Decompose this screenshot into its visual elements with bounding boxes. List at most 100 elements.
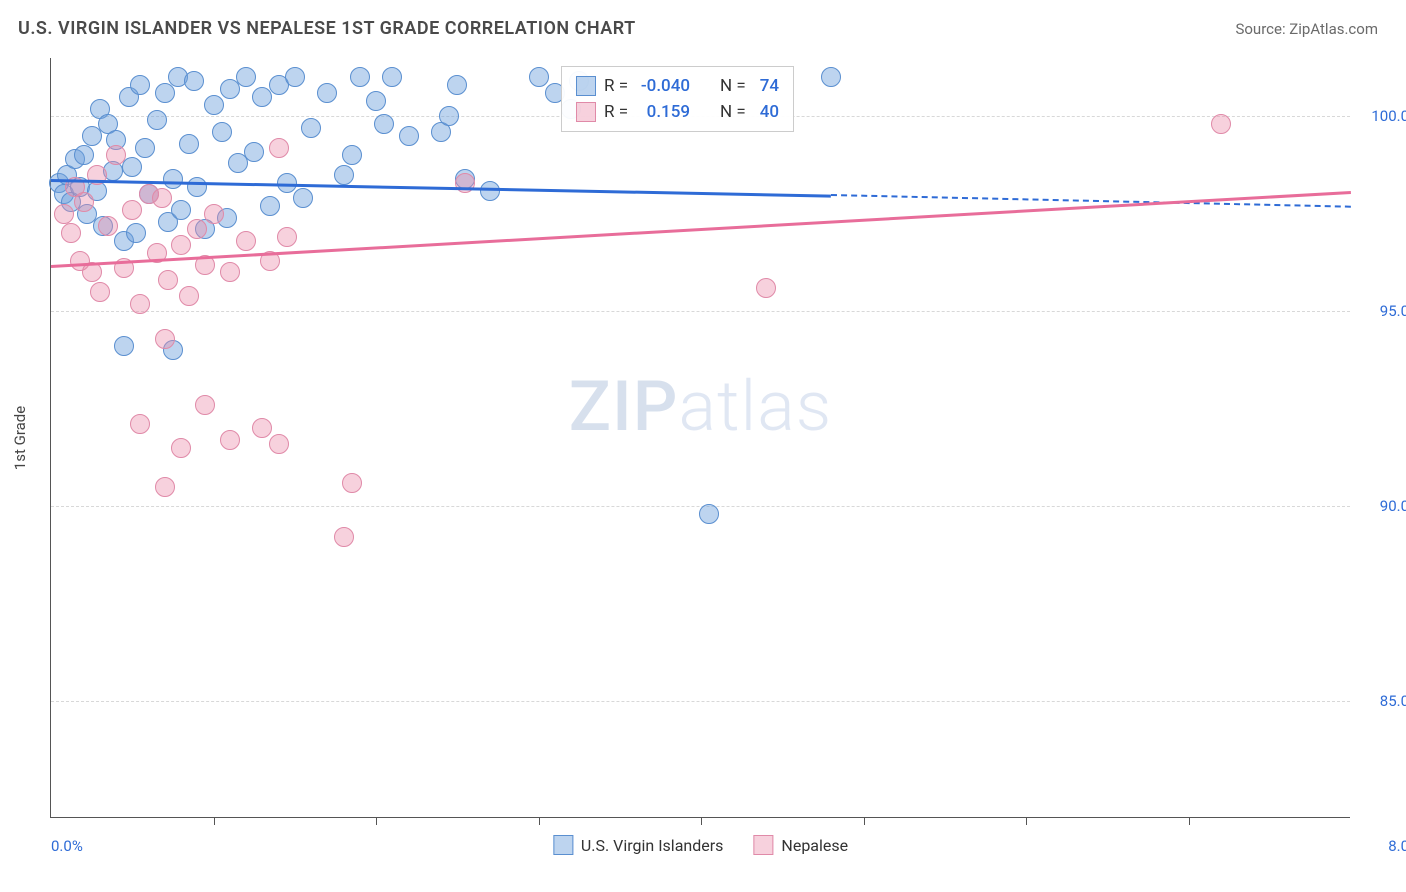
data-point: [285, 67, 305, 87]
data-point: [342, 145, 362, 165]
chart-header: U.S. VIRGIN ISLANDER VS NEPALESE 1ST GRA…: [0, 0, 1406, 49]
data-point: [130, 75, 150, 95]
data-point: [260, 196, 280, 216]
x-min-label: 0.0%: [51, 837, 83, 855]
x-tick: [539, 817, 540, 825]
legend-swatch: [576, 102, 596, 122]
legend-swatch: [576, 76, 596, 96]
data-point: [334, 165, 354, 185]
x-max-label: 8.0%: [1388, 837, 1406, 855]
plot-wrapper: 1st Grade ZIPatlas 85.0%90.0%95.0%100.0%…: [50, 58, 1350, 818]
series-name: U.S. Virgin Islanders: [581, 836, 724, 855]
x-tick: [1189, 817, 1190, 825]
x-tick: [1026, 817, 1027, 825]
data-point: [220, 430, 240, 450]
data-point: [269, 138, 289, 158]
legend-n-label: N =: [720, 102, 746, 122]
data-point: [171, 438, 191, 458]
data-point: [317, 83, 337, 103]
data-point: [236, 231, 256, 251]
legend-row: R = 0.159 N = 40: [576, 99, 779, 125]
data-point: [252, 418, 272, 438]
chart-source: Source: ZipAtlas.com: [1235, 20, 1378, 38]
data-point: [1211, 114, 1231, 134]
data-point: [382, 67, 402, 87]
data-point: [374, 114, 394, 134]
gridline-h: [51, 311, 1350, 312]
watermark: ZIPatlas: [569, 366, 833, 448]
data-point: [122, 200, 142, 220]
legend-n-label: N =: [720, 76, 746, 96]
x-tick: [864, 817, 865, 825]
legend-r-label: R =: [604, 76, 628, 96]
data-point: [158, 270, 178, 290]
legend-r-label: R =: [604, 102, 628, 122]
legend-swatch: [553, 835, 573, 855]
data-point: [220, 262, 240, 282]
watermark-light: atlas: [678, 366, 832, 448]
data-point: [179, 134, 199, 154]
watermark-bold: ZIP: [569, 366, 679, 448]
data-point: [152, 188, 172, 208]
data-point: [122, 157, 142, 177]
plot-area: ZIPatlas 85.0%90.0%95.0%100.0%0.0%8.0%R …: [50, 58, 1350, 818]
data-point: [179, 286, 199, 306]
data-point: [821, 67, 841, 87]
chart-title: U.S. VIRGIN ISLANDER VS NEPALESE 1ST GRA…: [18, 18, 636, 39]
data-point: [171, 235, 191, 255]
y-axis-label: 1st Grade: [11, 406, 29, 470]
correlation-legend: R = -0.040 N = 74 R = 0.159 N = 40: [561, 66, 794, 132]
data-point: [155, 329, 175, 349]
data-point: [135, 138, 155, 158]
data-point: [74, 145, 94, 165]
y-tick-label: 85.0%: [1380, 692, 1406, 710]
legend-n-value: 74: [760, 76, 779, 96]
data-point: [171, 200, 191, 220]
data-point: [74, 192, 94, 212]
y-tick-label: 100.0%: [1371, 107, 1406, 125]
legend-row: R = -0.040 N = 74: [576, 73, 779, 99]
data-point: [439, 106, 459, 126]
data-point: [204, 204, 224, 224]
data-point: [114, 336, 134, 356]
data-point: [366, 91, 386, 111]
data-point: [277, 227, 297, 247]
gridline-h: [51, 701, 1350, 702]
series-name: Nepalese: [781, 836, 848, 855]
legend-n-value: 40: [760, 102, 779, 122]
data-point: [699, 504, 719, 524]
x-tick: [214, 817, 215, 825]
data-point: [90, 282, 110, 302]
data-point: [204, 95, 224, 115]
legend-r-value: 0.159: [636, 102, 690, 122]
data-point: [155, 477, 175, 497]
series-legend-item: Nepalese: [753, 835, 848, 855]
data-point: [61, 223, 81, 243]
data-point: [293, 188, 313, 208]
x-tick: [701, 817, 702, 825]
data-point: [187, 177, 207, 197]
data-point: [334, 527, 354, 547]
data-point: [106, 145, 126, 165]
data-point: [147, 110, 167, 130]
data-point: [244, 142, 264, 162]
data-point: [98, 216, 118, 236]
x-tick: [376, 817, 377, 825]
data-point: [342, 473, 362, 493]
series-legend-item: U.S. Virgin Islanders: [553, 835, 724, 855]
data-point: [212, 122, 232, 142]
data-point: [301, 118, 321, 138]
data-point: [130, 294, 150, 314]
data-point: [126, 223, 146, 243]
data-point: [529, 67, 549, 87]
data-point: [236, 67, 256, 87]
legend-swatch: [753, 835, 773, 855]
trend-line: [51, 191, 1351, 268]
data-point: [187, 219, 207, 239]
legend-r-value: -0.040: [636, 76, 690, 96]
y-tick-label: 95.0%: [1380, 302, 1406, 320]
data-point: [54, 204, 74, 224]
data-point: [195, 395, 215, 415]
y-tick-label: 90.0%: [1380, 497, 1406, 515]
data-point: [447, 75, 467, 95]
